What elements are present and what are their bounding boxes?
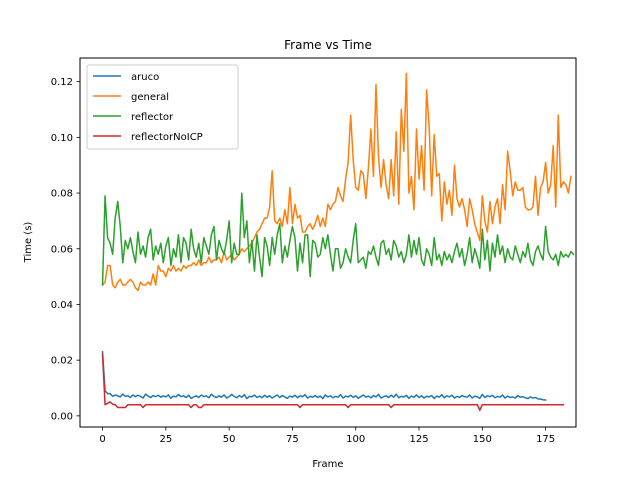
series-line-reflector — [101, 192, 575, 286]
y-tick-label: 0.12 — [51, 77, 73, 88]
x-tick-label: 175 — [536, 434, 555, 445]
x-tick-label: 150 — [473, 434, 492, 445]
legend-label-aruco: aruco — [131, 72, 159, 83]
chart-title: Frame vs Time — [284, 38, 372, 52]
y-tick-label: 0.08 — [51, 189, 73, 200]
x-tick-label: 50 — [223, 434, 236, 445]
series-layer — [101, 72, 575, 412]
y-axis-label: Time (s) — [23, 222, 34, 264]
y-axis-ticks: 0.00 0.02 0.04 0.06 0.08 0.10 0.12 — [51, 77, 80, 422]
x-tick-label: 75 — [286, 434, 299, 445]
y-tick-label: 0.00 — [51, 411, 73, 422]
legend-box — [86, 64, 239, 150]
series-line-general — [101, 72, 572, 292]
legend-label-general: general — [131, 92, 169, 103]
legend: aruco general reflector reflectorNoICP — [86, 64, 239, 150]
legend-label-reflectorNoICP: reflectorNoICP — [131, 132, 203, 143]
y-tick-label: 0.10 — [51, 133, 73, 144]
series-line-reflectorNoICP — [101, 353, 565, 412]
x-tick-label: 0 — [99, 434, 105, 445]
series-line-aruco — [101, 351, 547, 401]
legend-label-reflector: reflector — [131, 112, 174, 123]
x-tick-label: 125 — [409, 434, 428, 445]
y-tick-label: 0.04 — [51, 300, 73, 311]
y-tick-label: 0.06 — [51, 244, 73, 255]
plot-frame — [79, 57, 577, 428]
x-tick-label: 100 — [346, 434, 365, 445]
x-axis-ticks: 0 25 50 75 100 125 150 175 — [99, 427, 555, 445]
x-axis-label: Frame — [312, 459, 343, 470]
x-tick-label: 25 — [159, 434, 172, 445]
y-tick-label: 0.02 — [51, 356, 73, 367]
